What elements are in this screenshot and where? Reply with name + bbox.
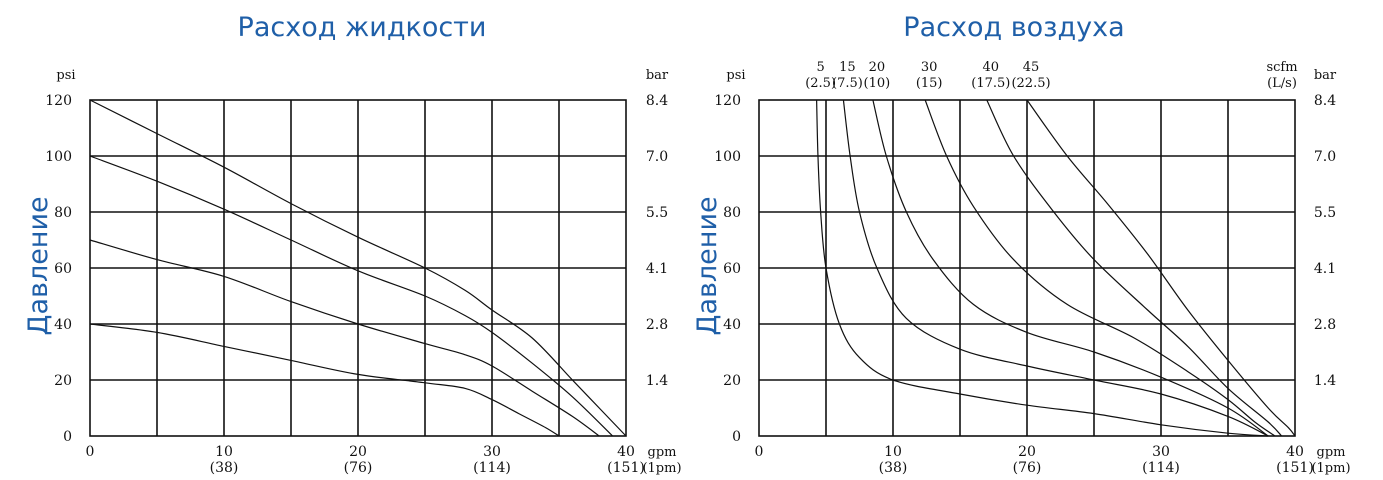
air-curve-4 (924, 99, 1276, 437)
y-axis-label-left: Давление (23, 196, 54, 335)
liquid-plot-frame (89, 99, 627, 437)
air-curve-5 (986, 99, 1283, 437)
liquid-x-tick-label: 30 (483, 444, 501, 460)
air-curve-secondary-label: (15) (916, 76, 943, 91)
air-y-tick-label: 0 (732, 429, 741, 445)
liquid-x-tick-label: 10 (215, 444, 233, 460)
liquid-curve-4 (89, 323, 560, 437)
liquid-y-tick-right-label: 2.8 (646, 317, 668, 333)
air-y-tick-right-label: 8.4 (1314, 93, 1336, 109)
liquid-y-tick-label: 80 (54, 205, 72, 221)
liquid-y-tick-right-label: 4.1 (646, 261, 668, 277)
air-y-tick-label: 120 (714, 93, 741, 109)
x-unit-right-lpm: (1pm) (1311, 461, 1350, 476)
chart-title-air: Расход воздуха (903, 12, 1124, 43)
air-y-tick-label: 80 (723, 205, 741, 221)
air-curve-3 (872, 99, 1269, 437)
air-x-tick-label: 40 (1286, 444, 1304, 460)
liquid-x-tick-label: 40 (617, 444, 635, 460)
air-y-tick-right-label: 4.1 (1314, 261, 1336, 277)
y-unit-left-bar: bar (646, 68, 669, 83)
air-curve-secondary-label: (2.5) (805, 76, 836, 91)
liquid-x-tick-secondary-label: (114) (473, 460, 511, 476)
liquid-x-tick-secondary-label: (38) (210, 460, 239, 476)
air-x-tick-label: 20 (1018, 444, 1036, 460)
air-curve-secondary-label: (10) (864, 76, 891, 91)
liquid-curve-3 (89, 239, 600, 437)
air-y-tick-right-label: 7.0 (1314, 149, 1336, 165)
air-curve-1 (816, 99, 1269, 437)
air-curve-label: 45 (1023, 60, 1040, 75)
liquid-y-tick-right-label: 1.4 (646, 373, 668, 389)
air-curve-label: 5 (816, 60, 824, 75)
y-unit-right-bar: bar (1314, 68, 1337, 83)
y-unit-right-psi: psi (726, 68, 745, 83)
liquid-y-tick-label: 100 (45, 149, 72, 165)
air-y-tick-label: 20 (723, 373, 741, 389)
air-x-tick-label: 10 (884, 444, 902, 460)
air-curve-label: 30 (921, 60, 938, 75)
liquid-x-tick-secondary-label: (76) (344, 460, 373, 476)
air-x-tick-secondary-label: (114) (1142, 460, 1180, 476)
liquid-y-tick-label: 20 (54, 373, 72, 389)
liquid-y-tick-right-label: 8.4 (646, 93, 668, 109)
air-x-tick-secondary-label: (76) (1013, 460, 1042, 476)
liquid-curve-2 (89, 155, 614, 437)
air-y-tick-label: 40 (723, 317, 741, 333)
air-curve-secondary-label: (17.5) (971, 76, 1010, 91)
air-x-tick-secondary-label: (151) (1276, 460, 1314, 476)
liquid-y-tick-label: 40 (54, 317, 72, 333)
air-x-tick-label: 30 (1152, 444, 1170, 460)
air-curve-secondary-label: (22.5) (1011, 76, 1050, 91)
y-unit-left-psi: psi (56, 68, 75, 83)
y-axis-label-right: Давление (692, 196, 723, 335)
liquid-y-tick-right-label: 7.0 (646, 149, 668, 165)
air-y-tick-right-label: 2.8 (1314, 317, 1336, 333)
air-y-tick-right-label: 5.5 (1314, 205, 1336, 221)
liquid-x-tick-label: 20 (349, 444, 367, 460)
air-unit-scfm: scfm (1266, 60, 1297, 75)
chart-title-liquid: Расход жидкости (238, 12, 487, 43)
liquid-curve-1 (89, 99, 627, 437)
air-y-tick-right-label: 1.4 (1314, 373, 1336, 389)
liquid-y-tick-right-label: 5.5 (646, 205, 668, 221)
air-curve-6 (1026, 99, 1296, 437)
air-curve-label: 15 (839, 60, 856, 75)
air-curve-secondary-label: (7.5) (832, 76, 863, 91)
liquid-y-tick-label: 0 (63, 429, 72, 445)
x-unit-left-gpm: gpm (648, 445, 677, 460)
x-unit-right-gpm: gpm (1317, 445, 1346, 460)
liquid-x-tick-secondary-label: (151) (607, 460, 645, 476)
air-curve-label: 20 (869, 60, 886, 75)
liquid-y-tick-label: 60 (54, 261, 72, 277)
x-unit-left-lpm: (1pm) (642, 461, 681, 476)
air-y-tick-label: 60 (723, 261, 741, 277)
liquid-x-tick-label: 0 (86, 444, 95, 460)
air-unit-ls: (L/s) (1267, 76, 1297, 91)
liquid-y-tick-label: 120 (45, 93, 72, 109)
air-curve-2 (842, 99, 1269, 437)
air-y-tick-label: 100 (714, 149, 741, 165)
air-x-tick-secondary-label: (38) (879, 460, 908, 476)
air-x-tick-label: 0 (755, 444, 764, 460)
air-curve-label: 40 (983, 60, 1000, 75)
